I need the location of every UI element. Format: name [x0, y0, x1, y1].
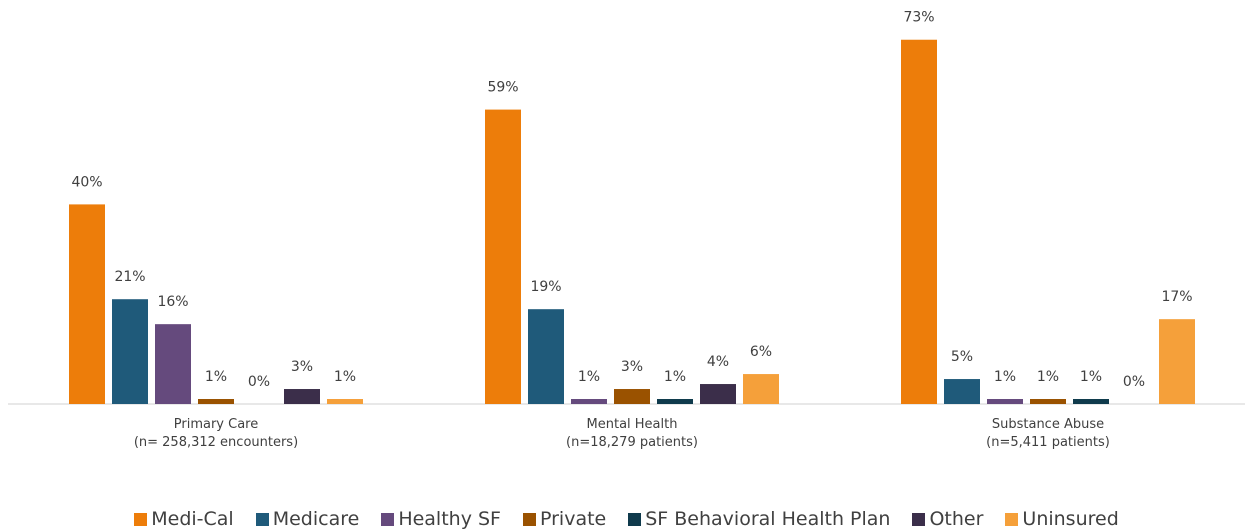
data-label: 0%	[1123, 374, 1145, 390]
bar	[700, 384, 736, 404]
data-label: 1%	[1037, 369, 1059, 385]
data-label: 59%	[487, 80, 518, 96]
legend-item: Healthy SF	[381, 508, 501, 530]
data-label: 1%	[994, 369, 1016, 385]
bar	[528, 309, 564, 404]
bar	[1159, 319, 1195, 404]
legend-item: Uninsured	[1005, 508, 1119, 530]
data-label: 0%	[248, 374, 270, 390]
legend-label: Medicare	[272, 508, 360, 530]
data-label: 3%	[291, 359, 313, 375]
bar	[284, 389, 320, 404]
bar	[485, 109, 521, 404]
x-tick-label: Mental Health (n=18,279 patients)	[566, 417, 698, 450]
legend-label: Medi-Cal	[151, 508, 234, 530]
data-label: 3%	[621, 359, 643, 375]
legend-item: Private	[522, 508, 607, 530]
bar	[944, 379, 980, 404]
bar	[112, 299, 148, 404]
legend-label: Uninsured	[1022, 508, 1119, 530]
bar	[987, 399, 1023, 404]
data-label: 17%	[1161, 289, 1192, 305]
data-label: 19%	[530, 279, 561, 295]
legend-item: Other	[912, 508, 983, 530]
bar	[69, 204, 105, 404]
data-label: 21%	[114, 269, 145, 285]
legend-label: Healthy SF	[398, 508, 501, 530]
legend-swatch	[381, 512, 395, 526]
legend-swatch	[522, 512, 536, 526]
data-label: 6%	[750, 344, 772, 360]
bar	[743, 374, 779, 404]
bar	[901, 39, 937, 404]
bar	[1073, 399, 1109, 404]
data-label: 16%	[157, 294, 188, 310]
x-tick-label: Primary Care (n= 258,312 encounters)	[133, 417, 299, 450]
legend-item: Medi-Cal	[134, 508, 234, 530]
data-label: 1%	[334, 369, 356, 385]
data-label: 5%	[951, 349, 973, 365]
legend-item: SF Behavioral Health Plan	[628, 508, 890, 530]
bar	[571, 399, 607, 404]
bar	[657, 399, 693, 404]
legend-swatch	[912, 512, 926, 526]
data-label: 40%	[71, 174, 102, 190]
bar	[614, 389, 650, 404]
legend-item: Medicare	[255, 508, 360, 530]
data-label: 1%	[1080, 369, 1102, 385]
legend-swatch	[628, 512, 642, 526]
data-label: 1%	[578, 369, 600, 385]
bar	[1030, 399, 1066, 404]
data-label: 73%	[903, 10, 934, 26]
legend-swatch	[1005, 512, 1019, 526]
data-label: 4%	[707, 354, 729, 370]
data-label: 1%	[664, 369, 686, 385]
bar	[198, 399, 234, 404]
bar	[155, 324, 191, 404]
legend: Medi-Cal Medicare Healthy SF Private SF Beha…	[0, 508, 1253, 530]
data-label: 1%	[205, 369, 227, 385]
x-tick-label: Substance Abuse (n=5,411 patients)	[986, 417, 1110, 450]
legend-swatch	[134, 512, 148, 526]
legend-swatch	[255, 512, 269, 526]
legend-label: SF Behavioral Health Plan	[645, 508, 891, 530]
legend-label: Other	[929, 508, 984, 530]
bar	[327, 399, 363, 404]
legend-label: Private	[539, 508, 607, 530]
